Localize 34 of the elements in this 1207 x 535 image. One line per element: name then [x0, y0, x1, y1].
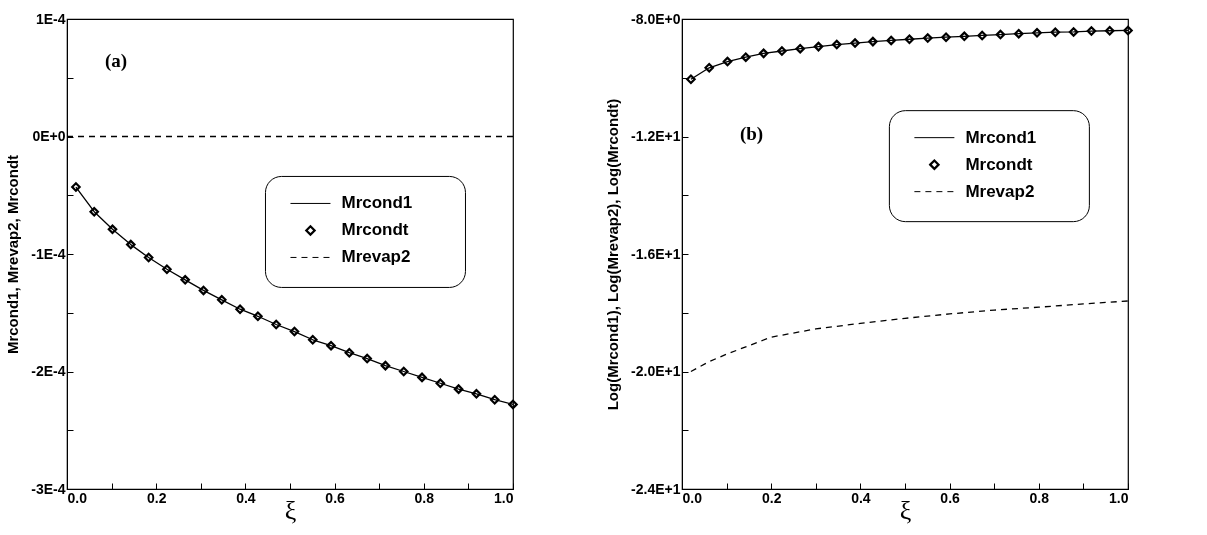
- x-tick-label: 0.4: [236, 489, 256, 506]
- legend-label: Mrcondt: [965, 154, 1033, 174]
- y-tick-label: -1.2E+1: [631, 128, 681, 144]
- y-tick-label: -1.6E+1: [631, 245, 681, 262]
- y-tick-label: -2.4E+1: [631, 480, 681, 497]
- legend-label: Mrcondt: [341, 220, 409, 240]
- y-axis-title: Log(Mrcond1), Log(Mrevap2), Log(Mrcondt): [604, 98, 622, 411]
- legend-label: Mrevap2: [965, 181, 1035, 201]
- annotation: (b): [739, 123, 764, 146]
- x-tick-label: 0.6: [940, 489, 961, 506]
- x-tick-label: 0.6: [325, 489, 346, 506]
- y-tick-label: -3E-4: [31, 480, 66, 497]
- x-tick-label: 0.0: [682, 489, 703, 506]
- x-tick-label: 0.0: [67, 489, 88, 506]
- y-tick-label: -2E-4: [31, 363, 66, 379]
- legend-label: Mrevap2: [341, 247, 411, 267]
- x-axis-title: ξ: [899, 495, 912, 525]
- x-tick-label: 1.0: [494, 489, 514, 506]
- x-tick-label: 0.8: [1029, 489, 1050, 506]
- y-axis-title: Mrcond1, Mrevap2, Mrcondt: [4, 154, 22, 355]
- y-tick-label: -1E-4: [31, 245, 66, 262]
- legend-label: Mrcond1: [965, 127, 1037, 147]
- y-tick-label: 0E+0: [32, 128, 66, 144]
- x-tick-label: 0.2: [761, 489, 782, 506]
- y-tick-label: 1E-4: [35, 10, 66, 27]
- annotation: (a): [104, 50, 128, 73]
- legend-label: Mrcond1: [341, 193, 413, 213]
- x-tick-label: 0.8: [414, 489, 435, 506]
- x-tick-label: 0.4: [851, 489, 871, 506]
- y-tick-label: -8.0E+0: [631, 10, 681, 27]
- y-tick-label: -2.0E+1: [631, 363, 681, 379]
- x-axis-title: ξ: [284, 495, 297, 525]
- x-tick-label: 1.0: [1109, 489, 1129, 506]
- x-tick-label: 0.2: [146, 489, 167, 506]
